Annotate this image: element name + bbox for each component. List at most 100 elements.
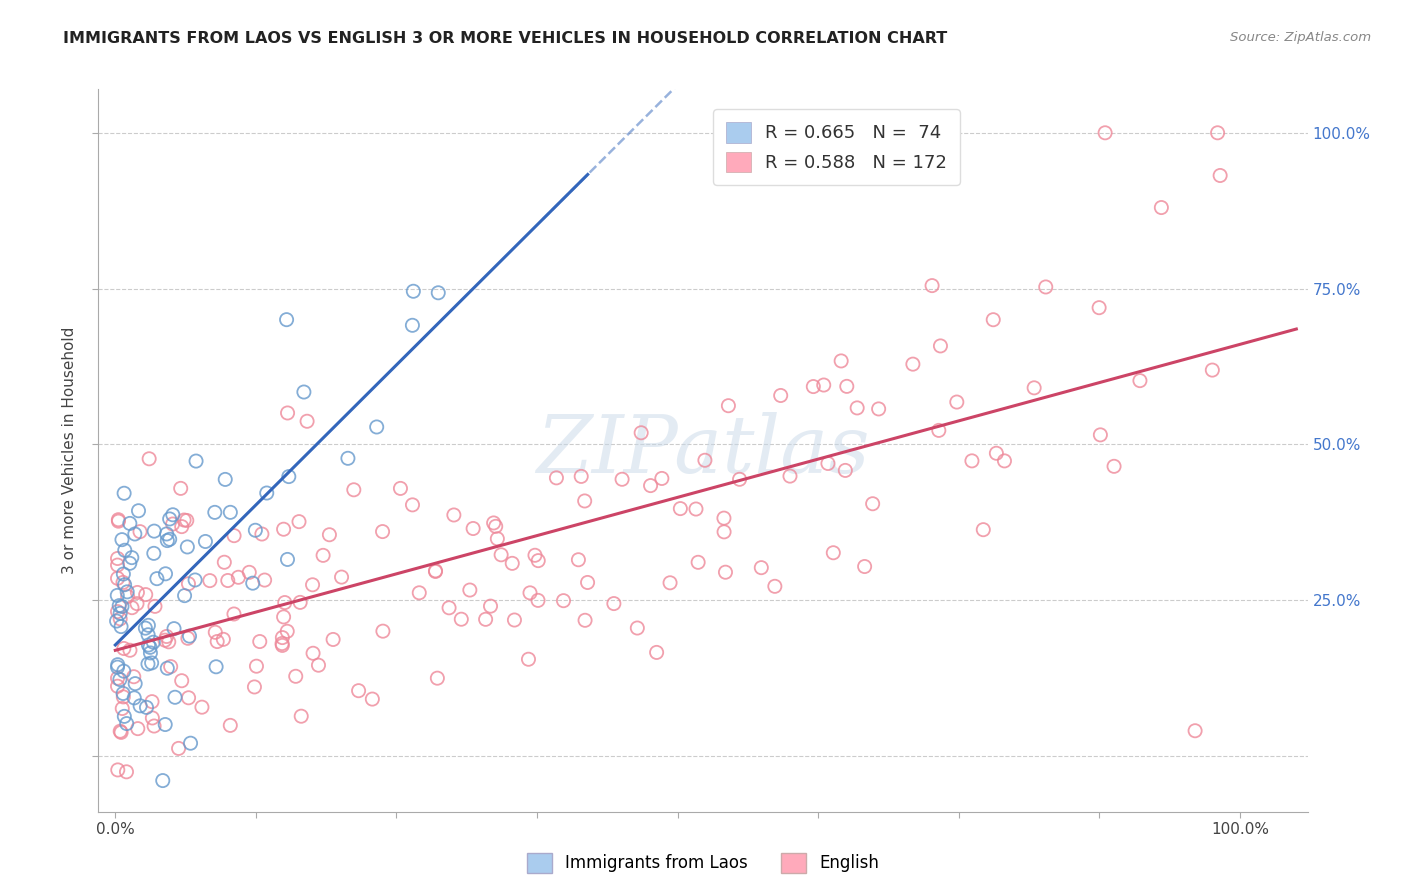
Point (277, 406, 299, 420)
Point (1150, 201, 1173, 215)
Point (139, 646, 162, 660)
Point (107, 605, 129, 619)
Point (474, 612, 496, 626)
Point (176, 540, 198, 554)
Point (371, 624, 394, 639)
Point (322, 632, 344, 647)
Point (250, 527, 273, 541)
Point (669, 501, 692, 516)
Point (125, 597, 148, 611)
Point (108, 724, 131, 739)
Point (191, 700, 214, 714)
Point (111, 533, 134, 547)
Point (179, 629, 201, 643)
Point (801, 379, 824, 393)
Point (159, 659, 181, 673)
Point (713, 524, 735, 539)
Point (284, 669, 307, 683)
Point (823, 546, 845, 560)
Point (249, 634, 271, 648)
Point (204, 505, 226, 519)
Point (129, 698, 152, 713)
Point (155, 717, 177, 731)
Point (479, 599, 502, 614)
Point (834, 463, 856, 477)
Point (749, 560, 772, 574)
Point (946, 395, 969, 409)
Point (173, 513, 195, 527)
Point (486, 532, 509, 546)
Point (152, 773, 174, 788)
Point (1129, 374, 1152, 388)
Point (112, 664, 135, 678)
Point (222, 607, 245, 621)
Point (156, 527, 179, 541)
Legend: R = 0.665   N =  74, R = 0.588   N = 172: R = 0.665 N = 74, R = 0.588 N = 172 (713, 109, 960, 185)
Point (256, 486, 278, 500)
Point (112, 690, 135, 704)
Text: ZIPatlas: ZIPatlas (536, 412, 870, 489)
Point (204, 625, 226, 640)
Point (868, 401, 890, 416)
Point (124, 676, 146, 690)
Point (107, 660, 129, 674)
Point (427, 285, 450, 300)
Point (143, 719, 166, 733)
Point (111, 599, 134, 614)
Point (408, 586, 430, 600)
Point (779, 469, 801, 483)
Point (212, 632, 235, 647)
Point (243, 680, 266, 694)
Point (138, 618, 160, 632)
Point (198, 574, 221, 588)
Point (107, 671, 129, 685)
Point (118, 643, 141, 657)
Point (553, 593, 575, 607)
Point (450, 612, 472, 626)
Point (121, 550, 143, 565)
Point (142, 546, 165, 560)
Point (163, 690, 186, 705)
Point (610, 472, 633, 486)
Point (170, 519, 193, 533)
Point (688, 555, 710, 569)
Point (142, 635, 165, 649)
Point (112, 709, 135, 723)
Point (228, 570, 250, 584)
Point (501, 557, 523, 571)
Point (107, 551, 129, 566)
Point (153, 633, 176, 648)
Point (485, 519, 508, 533)
Point (110, 725, 132, 739)
Point (156, 661, 179, 675)
Point (763, 579, 786, 593)
Point (271, 631, 294, 645)
Point (162, 508, 184, 522)
Point (184, 573, 207, 587)
Point (318, 527, 340, 541)
Point (1088, 301, 1111, 315)
Point (503, 613, 526, 627)
Point (163, 622, 186, 636)
Point (115, 585, 138, 599)
Point (135, 588, 157, 602)
Point (443, 508, 465, 522)
Point (170, 481, 193, 495)
Point (685, 502, 707, 516)
Point (238, 566, 260, 580)
Point (302, 646, 325, 660)
Point (222, 529, 245, 543)
Point (274, 596, 297, 610)
Point (111, 575, 134, 590)
Point (567, 553, 589, 567)
Point (253, 573, 276, 587)
Point (122, 670, 145, 684)
Point (273, 610, 295, 624)
Point (546, 471, 568, 485)
Legend: Immigrants from Laos, English: Immigrants from Laos, English (520, 847, 886, 880)
Point (645, 645, 668, 659)
Point (143, 524, 166, 538)
Point (519, 586, 541, 600)
Point (1094, 126, 1116, 140)
Point (693, 453, 716, 467)
